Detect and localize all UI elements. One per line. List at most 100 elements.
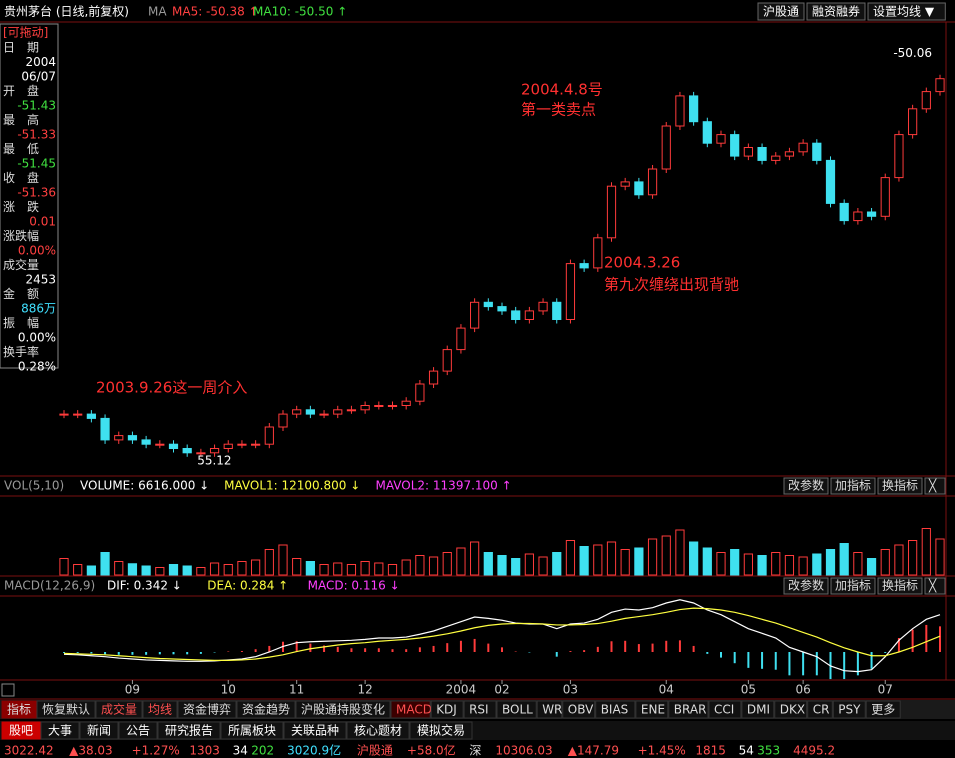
indicator-button[interactable] — [877, 477, 923, 495]
subtab[interactable] — [1, 721, 41, 740]
toolbar-button-label[interactable]: 融资融券 — [812, 4, 860, 19]
indicator-button-label[interactable]: ╳ — [928, 578, 937, 593]
tab-label[interactable]: MACD — [396, 703, 432, 717]
annotation: 2004.3.26 — [604, 254, 680, 272]
tab[interactable] — [595, 700, 636, 719]
indicator-button[interactable] — [924, 477, 946, 495]
tab[interactable] — [1, 700, 37, 719]
subtab[interactable] — [409, 721, 473, 740]
indicator-button[interactable] — [830, 477, 876, 495]
info-label: 涨跌幅 — [3, 228, 39, 243]
tab[interactable] — [668, 700, 709, 719]
toolbar-button-label[interactable]: 设置均线 ▼ — [873, 5, 935, 19]
toolbar-button[interactable] — [867, 2, 946, 21]
tab-label[interactable]: 资金趋势 — [242, 702, 290, 717]
indicator-button[interactable] — [877, 577, 923, 595]
volume-bar — [292, 558, 302, 576]
tab[interactable] — [95, 700, 143, 719]
subtab[interactable] — [79, 721, 119, 740]
indicator-button-label[interactable]: ╳ — [928, 478, 937, 493]
indicator-button-label[interactable]: 换指标 — [882, 478, 918, 493]
volume-bar — [921, 528, 931, 576]
tab[interactable] — [807, 700, 833, 719]
toolbar-button[interactable] — [757, 2, 805, 21]
subtab[interactable] — [220, 721, 284, 740]
tab-label[interactable]: OBV — [568, 703, 594, 717]
indicator-button-label[interactable]: 加指标 — [835, 478, 871, 493]
indicator-button[interactable] — [924, 577, 946, 595]
tab-label[interactable]: 均线 — [148, 703, 172, 717]
tab-label[interactable]: 指标 — [7, 702, 31, 717]
subtab-label[interactable]: 所属板块 — [228, 724, 276, 738]
tab[interactable] — [865, 700, 901, 719]
tab-label[interactable]: BOLL — [502, 703, 533, 717]
tab[interactable] — [536, 700, 563, 719]
volume-bar — [155, 567, 165, 576]
tab[interactable] — [635, 700, 669, 719]
tab-label[interactable]: WR — [542, 703, 562, 717]
subtab-label[interactable]: 模拟交易 — [417, 723, 465, 738]
candle — [86, 413, 96, 419]
indicator-button-label[interactable]: 改参数 — [788, 578, 824, 593]
indicator-button-label[interactable]: 换指标 — [882, 578, 918, 593]
tab[interactable] — [832, 700, 866, 719]
tab[interactable] — [295, 700, 391, 719]
indicator-button-label[interactable]: 加指标 — [835, 578, 871, 593]
tab[interactable] — [463, 700, 497, 719]
tab-label[interactable]: 恢复默认 — [42, 702, 90, 717]
tab-label[interactable]: KDJ — [436, 703, 457, 717]
tab[interactable] — [142, 700, 178, 719]
scroll-left[interactable] — [1, 683, 15, 697]
tab-label[interactable]: BIAS — [601, 703, 629, 717]
volume-bar — [511, 558, 521, 576]
subtab-label[interactable]: 关联品种 — [291, 724, 339, 738]
stock-name: 贵州茅台 (日线,前复权) — [4, 4, 129, 19]
tab[interactable] — [430, 700, 464, 719]
subtab-label[interactable]: 股吧 — [9, 724, 33, 738]
subtab-label[interactable]: 大事 — [48, 724, 72, 738]
subtab-label[interactable]: 核心题材 — [354, 724, 402, 738]
tab-label[interactable]: DKX — [780, 703, 805, 717]
subtab[interactable] — [40, 721, 80, 740]
x-tick-label: 09 — [125, 683, 140, 697]
toolbar-button-label[interactable]: 沪股通 — [763, 5, 799, 19]
indicator-button[interactable] — [830, 577, 876, 595]
subtab[interactable] — [346, 721, 410, 740]
tab[interactable] — [177, 700, 237, 719]
candle — [853, 211, 863, 222]
tab[interactable] — [562, 700, 596, 719]
indicator-button[interactable] — [783, 477, 829, 495]
tab[interactable] — [236, 700, 296, 719]
tab[interactable] — [708, 700, 742, 719]
indicator-button-label[interactable]: 改参数 — [788, 478, 824, 493]
tab[interactable] — [390, 700, 431, 719]
volume-bar — [702, 547, 712, 576]
tab-label[interactable]: PSY — [838, 703, 861, 717]
tab-label[interactable]: 资金博弈 — [183, 702, 231, 717]
tab-label[interactable]: ENE — [641, 703, 665, 717]
tab-label[interactable]: RSI — [469, 703, 489, 717]
subtab[interactable] — [283, 721, 347, 740]
tab-label[interactable]: DMI — [747, 703, 770, 717]
tab-label[interactable]: 成交量 — [101, 702, 137, 717]
tab[interactable] — [741, 700, 775, 719]
candle — [141, 439, 151, 445]
candle — [921, 91, 931, 110]
tab[interactable] — [36, 700, 96, 719]
tab[interactable] — [774, 700, 808, 719]
toolbar-button[interactable] — [806, 2, 866, 21]
subtab-label[interactable]: 公告 — [126, 724, 150, 738]
tab-label[interactable]: CR — [813, 703, 830, 717]
tab-label[interactable]: BRAR — [674, 703, 707, 717]
tab-label[interactable]: 沪股通持股变化 — [301, 702, 385, 717]
subtab[interactable] — [157, 721, 221, 740]
tab[interactable] — [496, 700, 537, 719]
tab-label[interactable]: CCI — [714, 703, 734, 717]
subtab-label[interactable]: 新闻 — [87, 723, 111, 738]
indicator-button[interactable] — [783, 577, 829, 595]
info-value: -51.33 — [17, 128, 56, 142]
tab-label[interactable]: 更多 — [871, 703, 895, 717]
subtab[interactable] — [118, 721, 158, 740]
candle — [428, 370, 439, 385]
subtab-label[interactable]: 研究报告 — [165, 723, 213, 738]
